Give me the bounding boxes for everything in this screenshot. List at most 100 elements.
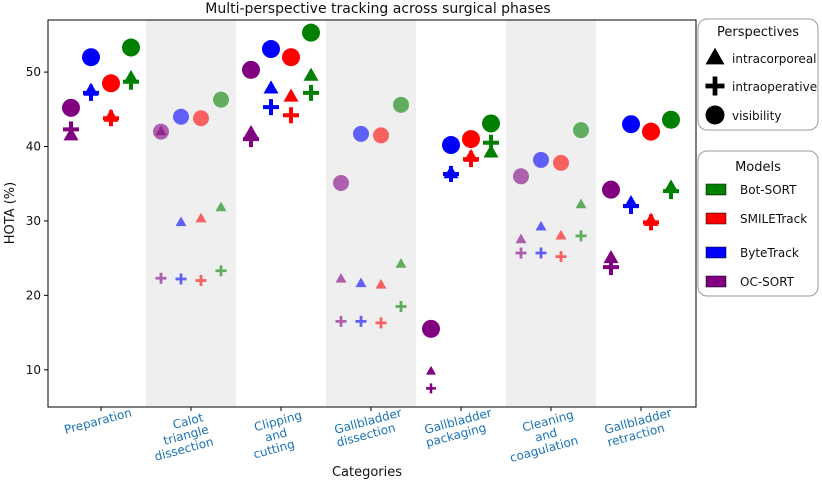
point-bot-sort-intracorporeal-gallbladder-dissection bbox=[395, 258, 407, 268]
legend-swatch-bytetrack bbox=[705, 246, 727, 259]
point-oc-sort-intraoperative-gallbladder-retraction bbox=[603, 259, 619, 276]
point-bot-sort-visibility-clipping-and-cutting bbox=[302, 23, 320, 42]
point-bytetrack-visibility-cleaning-and-coagulation bbox=[533, 151, 549, 168]
legend-models: Models Bot-SORT SMILETrack ByteTrack OC-SOR… bbox=[697, 150, 819, 297]
point-bytetrack-visibility-clipping-and-cutting bbox=[262, 40, 280, 59]
point-smiletrack-visibility-gallbladder-packaging bbox=[462, 130, 480, 149]
point-bytetrack-visibility-gallbladder-retraction bbox=[622, 115, 640, 134]
point-bot-sort-intraoperative-cleaning-and-coagulation bbox=[575, 230, 587, 242]
y-axis-ticks: 10 20 30 40 50 bbox=[26, 65, 48, 377]
point-oc-sort-intraoperative-clipping-and-cutting bbox=[243, 131, 259, 148]
point-bot-sort-visibility-cleaning-and-coagulation bbox=[573, 122, 589, 139]
point-bytetrack-intracorporeal-cleaning-and-coagulation bbox=[535, 220, 547, 231]
point-smiletrack-intraoperative-gallbladder-packaging bbox=[463, 151, 479, 168]
point-bytetrack-intraoperative-gallbladder-dissection bbox=[355, 315, 367, 327]
point-bytetrack-intracorporeal-clipping-and-cutting bbox=[263, 80, 279, 94]
point-bytetrack-visibility-preparation bbox=[82, 48, 100, 67]
legend-label-intraoperative: intraoperative bbox=[732, 80, 817, 94]
point-oc-sort-intracorporeal-gallbladder-packaging bbox=[426, 365, 436, 375]
point-smiletrack-visibility-clipping-and-cutting bbox=[282, 48, 300, 67]
y-tick-label-10: 10 bbox=[26, 363, 41, 377]
legend-label-smiletrack: SMILETrack bbox=[740, 212, 807, 226]
point-smiletrack-intraoperative-cleaning-and-coagulation bbox=[555, 251, 567, 263]
point-oc-sort-intracorporeal-gallbladder-dissection bbox=[335, 273, 347, 283]
y-axis-label: HOTA (%) bbox=[3, 182, 18, 244]
point-bot-sort-intracorporeal-calot-triangle-dissection bbox=[215, 201, 227, 212]
point-oc-sort-intraoperative-gallbladder-dissection bbox=[335, 315, 347, 327]
point-bytetrack-visibility-calot-triangle-dissection bbox=[173, 108, 189, 125]
x-tick-label-clipping-and-cutting-line2: and bbox=[263, 425, 288, 444]
point-bytetrack-visibility-gallbladder-dissection bbox=[353, 125, 369, 142]
point-bytetrack-intraoperative-clipping-and-cutting bbox=[263, 99, 279, 116]
legend-perspectives-title: Perspectives bbox=[717, 25, 799, 40]
point-smiletrack-intracorporeal-clipping-and-cutting bbox=[283, 88, 299, 102]
category-shading bbox=[146, 20, 596, 407]
y-tick-label-50: 50 bbox=[26, 65, 41, 79]
point-bot-sort-intraoperative-gallbladder-packaging bbox=[483, 134, 499, 151]
point-bytetrack-intraoperative-gallbladder-packaging bbox=[443, 166, 459, 183]
legend-models-frame bbox=[697, 150, 819, 297]
legend-perspectives-frame bbox=[697, 18, 819, 131]
point-smiletrack-intraoperative-preparation bbox=[103, 110, 119, 127]
x-axis-ticks: Preparation CalottriangledissectionClippi… bbox=[63, 405, 674, 465]
y-tick-label-30: 30 bbox=[26, 214, 41, 228]
point-oc-sort-intraoperative-preparation bbox=[63, 121, 79, 138]
point-smiletrack-intracorporeal-gallbladder-dissection bbox=[375, 278, 387, 289]
point-smiletrack-visibility-preparation bbox=[102, 74, 120, 93]
point-oc-sort-visibility-cleaning-and-coagulation bbox=[513, 168, 529, 185]
legend-marker-intraoperative bbox=[705, 76, 725, 96]
legend-marker-visibility bbox=[705, 105, 725, 125]
point-smiletrack-intracorporeal-calot-triangle-dissection bbox=[195, 212, 207, 223]
y-tick-label-20: 20 bbox=[26, 288, 41, 302]
point-smiletrack-intraoperative-clipping-and-cutting bbox=[283, 107, 299, 124]
point-bytetrack-intraoperative-calot-triangle-dissection bbox=[175, 273, 187, 285]
point-bot-sort-intraoperative-gallbladder-dissection bbox=[395, 301, 407, 313]
point-smiletrack-visibility-calot-triangle-dissection bbox=[193, 110, 209, 127]
point-oc-sort-intraoperative-gallbladder-packaging bbox=[426, 383, 436, 394]
point-bot-sort-visibility-gallbladder-retraction bbox=[662, 110, 680, 129]
chart-title: Multi-perspective tracking across surgic… bbox=[205, 1, 550, 17]
legend-label-bytetrack: ByteTrack bbox=[740, 246, 799, 260]
point-smiletrack-intraoperative-calot-triangle-dissection bbox=[195, 274, 207, 286]
point-bytetrack-intracorporeal-gallbladder-dissection bbox=[355, 277, 367, 288]
point-oc-sort-intracorporeal-cleaning-and-coagulation bbox=[515, 233, 527, 244]
legend-label-visibility: visibility bbox=[732, 109, 781, 123]
point-oc-sort-visibility-clipping-and-cutting bbox=[242, 60, 260, 79]
point-oc-sort-intracorporeal-gallbladder-retraction bbox=[603, 250, 619, 264]
legend-label-intracorporeal: intracorporeal bbox=[732, 52, 817, 66]
legend-label-oc-sort: OC-SORT bbox=[740, 275, 795, 289]
point-bot-sort-intracorporeal-cleaning-and-coagulation bbox=[575, 198, 587, 209]
point-bytetrack-intraoperative-preparation bbox=[83, 84, 99, 101]
point-bytetrack-intraoperative-gallbladder-retraction bbox=[623, 198, 639, 215]
point-bot-sort-visibility-preparation bbox=[122, 38, 140, 57]
point-bot-sort-visibility-gallbladder-dissection bbox=[393, 96, 409, 113]
point-bot-sort-intraoperative-preparation bbox=[123, 73, 139, 90]
shaded-band-3 bbox=[326, 20, 416, 407]
legend-marker-intracorporeal bbox=[705, 47, 725, 65]
legend-swatch-oc-sort bbox=[705, 275, 727, 288]
point-bot-sort-intraoperative-clipping-and-cutting bbox=[303, 84, 319, 101]
point-smiletrack-visibility-gallbladder-dissection bbox=[373, 127, 389, 144]
point-oc-sort-intraoperative-calot-triangle-dissection bbox=[155, 272, 167, 284]
shaded-band-1 bbox=[146, 20, 236, 407]
point-oc-sort-visibility-gallbladder-dissection bbox=[333, 174, 349, 191]
x-axis-label: Categories bbox=[332, 465, 402, 480]
shaded-band-5 bbox=[506, 20, 596, 407]
legend-models-title: Models bbox=[735, 160, 781, 175]
legend-swatch-smiletrack bbox=[705, 212, 727, 225]
point-bytetrack-intraoperative-cleaning-and-coagulation bbox=[535, 247, 547, 259]
point-bot-sort-intracorporeal-clipping-and-cutting bbox=[303, 67, 319, 81]
plot-frame bbox=[47, 19, 697, 408]
data-points bbox=[62, 23, 680, 394]
legend-swatch-bot-sort bbox=[705, 183, 727, 196]
point-oc-sort-visibility-gallbladder-packaging bbox=[422, 319, 440, 338]
point-bot-sort-visibility-calot-triangle-dissection bbox=[213, 91, 229, 108]
y-tick-label-40: 40 bbox=[26, 140, 41, 154]
point-bytetrack-visibility-gallbladder-packaging bbox=[442, 136, 460, 155]
legend-perspectives: Perspectives intracorporeal intraoperativ… bbox=[697, 18, 819, 131]
point-smiletrack-visibility-gallbladder-retraction bbox=[642, 122, 660, 141]
point-bot-sort-intraoperative-gallbladder-retraction bbox=[663, 183, 679, 200]
x-tick-label-preparation-line1: Preparation bbox=[63, 405, 134, 436]
point-smiletrack-intracorporeal-cleaning-and-coagulation bbox=[555, 229, 567, 240]
